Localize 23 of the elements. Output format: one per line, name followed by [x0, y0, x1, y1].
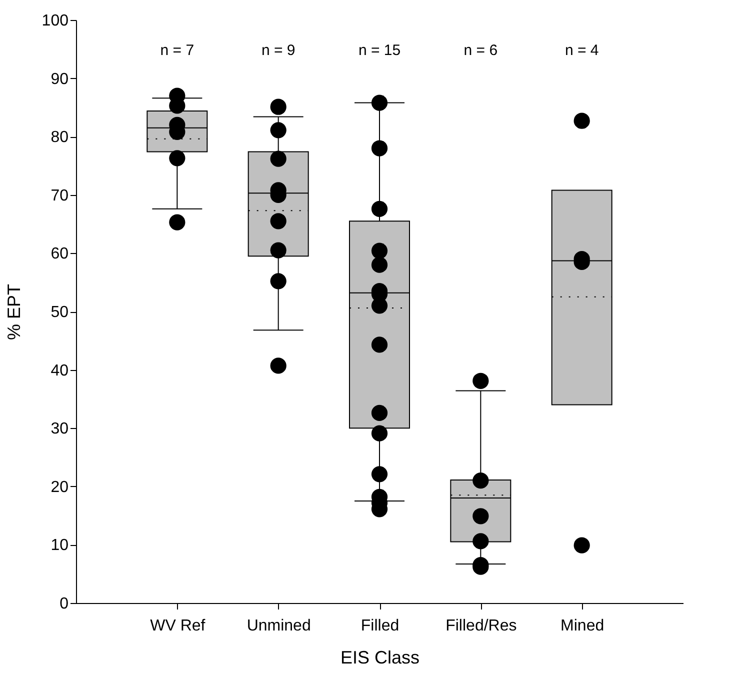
y-tick-label: 30 — [50, 420, 69, 438]
annotation: n = 6 — [464, 42, 498, 59]
y-tick-label: 0 — [60, 596, 69, 612]
x-tick-label: WV Ref — [150, 618, 206, 634]
annotation: n = 4 — [564, 42, 599, 59]
y-tick-label: 20 — [50, 478, 69, 496]
annotation: n = 7 — [160, 42, 194, 59]
y-tick-label: 10 — [50, 537, 69, 554]
annotation: n = 15 — [358, 42, 401, 59]
y-tick-label: 50 — [50, 304, 69, 321]
x-tick-label: Filled/Res — [446, 618, 517, 634]
y-tick-label: 60 — [50, 246, 69, 263]
x-tick-label: Filled — [360, 618, 400, 634]
x-axis-title: EIS Class — [340, 648, 420, 668]
y-tick-label: 100 — [42, 12, 69, 30]
y-tick-label: 90 — [50, 70, 69, 88]
y-axis-title: % EPT — [4, 284, 24, 340]
y-tick-label: 40 — [50, 362, 69, 380]
x-tick-label: Mined — [560, 618, 604, 634]
y-tick-label: 80 — [50, 129, 69, 146]
x-tick-label: Unmined — [246, 618, 311, 634]
y-tick-label: 70 — [50, 187, 69, 204]
annotation: n = 9 — [261, 42, 296, 59]
